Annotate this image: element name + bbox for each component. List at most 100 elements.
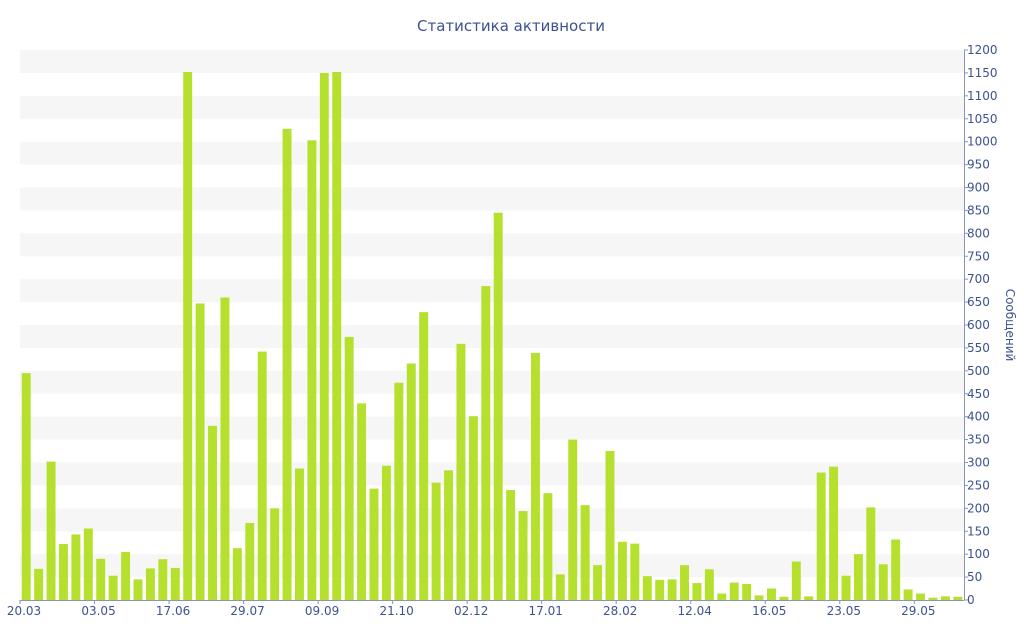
x-axis-ticks: 20.03 03.05 17.06 29.07 09.09 21.10 02.12 17.01… xyxy=(7,600,935,618)
bar xyxy=(133,579,143,601)
bar xyxy=(953,596,963,600)
bar xyxy=(891,539,901,600)
bar xyxy=(220,297,230,600)
x-tick-label: 29.07 xyxy=(230,604,264,618)
bar xyxy=(543,493,553,600)
y-tick-label: 50 xyxy=(967,570,982,584)
bar xyxy=(853,554,863,600)
y-tick-label: 450 xyxy=(967,387,990,401)
y-axis-ticks: 0 50 100 150 200 250 300 350 400 450 500 550 600 650 7… xyxy=(964,43,998,607)
bar xyxy=(779,596,789,600)
grid-band xyxy=(20,95,964,119)
x-tick-label: 17.06 xyxy=(156,604,190,618)
x-tick-label: 12.04 xyxy=(678,604,712,618)
y-tick-label: 1000 xyxy=(967,135,998,149)
bar xyxy=(518,511,528,600)
grid-band xyxy=(20,279,964,303)
y-tick-label: 550 xyxy=(967,341,990,355)
chart-title: Статистика активности xyxy=(417,17,605,35)
bar xyxy=(394,382,404,600)
bar xyxy=(655,579,665,600)
bar xyxy=(704,569,714,600)
grid-bands xyxy=(20,50,964,578)
y-tick-label: 0 xyxy=(967,593,975,607)
x-tick-label: 16.05 xyxy=(752,604,786,618)
bar xyxy=(866,507,876,600)
bar xyxy=(642,576,652,600)
bar xyxy=(145,568,155,601)
grid-band xyxy=(20,325,964,348)
y-tick-label: 700 xyxy=(967,272,990,286)
bar xyxy=(692,583,702,600)
grid-band xyxy=(20,416,964,440)
grid-band xyxy=(20,141,964,165)
grid-band xyxy=(20,370,964,394)
bar xyxy=(108,575,118,600)
bar xyxy=(506,490,516,600)
bar xyxy=(468,416,478,600)
bar xyxy=(531,352,540,600)
grid-band xyxy=(20,50,964,73)
y-tick-label: 100 xyxy=(967,547,990,561)
bar xyxy=(940,596,950,600)
bar xyxy=(121,551,131,601)
bar xyxy=(717,593,727,600)
bar xyxy=(232,548,242,600)
grid-band xyxy=(20,462,964,486)
bar xyxy=(257,351,267,600)
y-tick-label: 200 xyxy=(967,501,990,515)
grid-band xyxy=(20,554,964,578)
bar xyxy=(593,565,603,600)
bar xyxy=(916,593,925,600)
x-tick-label: 20.03 xyxy=(7,604,41,618)
bar xyxy=(208,425,217,600)
bar xyxy=(158,559,168,600)
y-tick-label: 1150 xyxy=(967,66,998,80)
bar xyxy=(431,482,441,600)
bar xyxy=(667,579,677,601)
y-tick-label: 1050 xyxy=(967,112,998,126)
y-tick-label: 300 xyxy=(967,456,990,470)
bar xyxy=(183,72,193,600)
y-tick-label: 350 xyxy=(967,433,990,447)
x-tick-label: 28.02 xyxy=(603,604,637,618)
grid-band xyxy=(20,233,964,257)
y-axis-label: Сообщений xyxy=(1003,289,1017,362)
x-tick-label: 29.05 xyxy=(901,604,935,618)
y-tick-label: 950 xyxy=(967,158,990,172)
bar xyxy=(630,543,640,601)
x-tick-label: 09.09 xyxy=(305,604,339,618)
bar xyxy=(332,72,342,600)
bar xyxy=(369,488,379,601)
bar xyxy=(83,528,93,600)
grid-band xyxy=(20,187,964,211)
y-tick-label: 600 xyxy=(967,318,990,332)
bar xyxy=(829,466,839,601)
bar xyxy=(568,439,578,600)
bar xyxy=(444,470,453,600)
bar xyxy=(406,363,416,600)
bar xyxy=(46,461,56,600)
bar xyxy=(767,588,776,600)
bar xyxy=(59,544,68,600)
y-tick-label: 150 xyxy=(967,524,990,538)
bar xyxy=(419,312,429,600)
bar xyxy=(34,568,44,600)
bar xyxy=(804,596,814,600)
x-tick-label: 02.12 xyxy=(454,604,488,618)
y-tick-label: 1100 xyxy=(967,89,998,103)
bar xyxy=(357,403,367,601)
bar xyxy=(319,72,329,601)
bar xyxy=(493,212,503,600)
x-tick-label: 21.10 xyxy=(379,604,413,618)
x-tick-label: 03.05 xyxy=(81,604,115,618)
x-tick-label: 17.01 xyxy=(529,604,563,618)
bar xyxy=(170,567,180,600)
bar xyxy=(295,468,304,600)
y-tick-label: 400 xyxy=(967,410,990,424)
bar xyxy=(245,523,255,600)
y-tick-label: 900 xyxy=(967,181,990,195)
bar-series xyxy=(21,72,963,601)
x-tick-label: 23.05 xyxy=(827,604,861,618)
